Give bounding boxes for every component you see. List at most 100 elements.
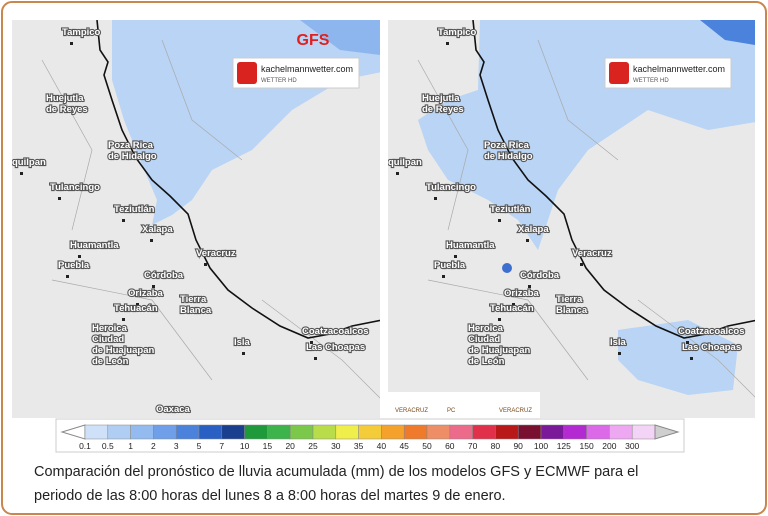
colorbar-label: 70 — [468, 441, 478, 451]
place-label: Isla — [610, 337, 627, 348]
logo-strip — [388, 392, 540, 418]
city-marker — [580, 263, 583, 266]
colorbar-swatch — [130, 424, 154, 440]
place-label: Puebla — [58, 260, 90, 271]
place-label: Poza Rica — [108, 140, 154, 151]
city-marker — [314, 357, 317, 360]
colorbar-swatch — [403, 424, 428, 440]
colorbar-swatch — [609, 424, 633, 440]
place-label: Huamantla — [70, 240, 119, 251]
colorbar-label: 0.5 — [102, 441, 114, 451]
colorbar-swatch — [153, 424, 177, 440]
city-marker — [430, 108, 433, 111]
rain-area — [300, 20, 380, 55]
state-border — [427, 279, 589, 381]
rain-area — [418, 20, 755, 395]
place-label: Xalapa — [142, 224, 173, 235]
place-label: Oaxaca — [156, 404, 191, 415]
colorbar-swatch — [198, 424, 223, 440]
colorbar-swatch — [289, 424, 314, 440]
place-label: Huejutla — [422, 93, 460, 104]
place-label: Tulancingo — [426, 182, 476, 193]
city-marker — [498, 318, 501, 321]
city-marker — [618, 352, 621, 355]
place-label: Teziutlán — [114, 204, 155, 215]
state-border — [637, 299, 755, 398]
colorbar-swatch — [631, 424, 656, 440]
city-marker — [434, 197, 437, 200]
colorbar-swatch — [517, 424, 542, 440]
colorbar-label: 45 — [399, 441, 409, 451]
city-marker — [78, 255, 81, 258]
place-label: Córdoba — [520, 270, 560, 281]
colorbar-swatch — [221, 424, 245, 440]
state-border — [51, 279, 213, 381]
place-label: Tulancingo — [50, 182, 100, 193]
city-marker — [310, 341, 313, 344]
colorbar-label: 40 — [377, 441, 387, 451]
city-marker — [152, 285, 155, 288]
place-label: de León — [468, 356, 505, 367]
city-marker — [122, 318, 125, 321]
city-marker — [690, 357, 693, 360]
city-marker — [204, 263, 207, 266]
logo-text: VERACRUZ — [395, 408, 428, 414]
city-marker — [188, 309, 191, 312]
city-marker — [54, 108, 57, 111]
city-marker — [396, 172, 399, 175]
colorbar-label: 100 — [534, 441, 548, 451]
city-marker — [512, 303, 515, 306]
place-label: Blanca — [556, 305, 588, 316]
colorbar-label: 3 — [174, 441, 179, 451]
place-label: Orizaba — [128, 288, 164, 299]
state-border — [417, 59, 469, 231]
colorbar-label: 80 — [491, 441, 501, 451]
city-marker — [492, 155, 495, 158]
colorbar-swatch — [358, 424, 382, 440]
colorbar-swatch — [540, 424, 565, 440]
place-label: de Reyes — [422, 104, 464, 115]
state-border — [537, 39, 619, 161]
city-marker — [528, 285, 531, 288]
city-marker — [100, 338, 103, 341]
state-border — [161, 39, 243, 161]
city-marker — [526, 239, 529, 242]
place-label: de Huajuapan — [92, 345, 154, 356]
city-marker — [136, 303, 139, 306]
city-marker — [242, 352, 245, 355]
rain-area — [502, 263, 512, 273]
coastline — [472, 20, 755, 339]
colorbar-swatch — [449, 424, 473, 440]
colorbar-swatch — [267, 424, 291, 440]
state-border — [261, 299, 380, 399]
place-label: Xalapa — [518, 224, 549, 235]
city-marker — [122, 219, 125, 222]
colorbar-swatch — [175, 424, 200, 440]
place-label: Tierra — [556, 294, 583, 305]
watermark-site: kachelmannwetter.com — [633, 64, 725, 74]
logo-text: PC — [447, 408, 456, 414]
colorbar-swatch — [426, 424, 451, 440]
place-label: de Reyes — [46, 104, 88, 115]
place-label: Heroica — [468, 323, 504, 334]
place-label: Veracruz — [572, 248, 612, 259]
colorbar-label: 90 — [513, 441, 523, 451]
colorbar-label: 50 — [422, 441, 432, 451]
place-label: Poza Rica — [484, 140, 530, 151]
watermark-sub: WETTER HD — [633, 78, 669, 84]
city-marker — [66, 275, 69, 278]
colorbar-label: 7 — [219, 441, 224, 451]
city-marker — [454, 255, 457, 258]
rain-area — [700, 20, 755, 45]
place-label: Córdoba — [144, 270, 184, 281]
place-label: Ciudad — [92, 334, 124, 345]
colorbar-label: 15 — [263, 441, 273, 451]
colorbar-swatch — [107, 424, 131, 440]
city-marker — [686, 341, 689, 344]
place-label: Las Choapas — [682, 342, 741, 353]
place-label: Teziutlán — [490, 204, 531, 215]
place-label: quilpan — [388, 157, 422, 168]
place-label: Veracruz — [196, 248, 236, 259]
colorbar-label: 60 — [445, 441, 455, 451]
